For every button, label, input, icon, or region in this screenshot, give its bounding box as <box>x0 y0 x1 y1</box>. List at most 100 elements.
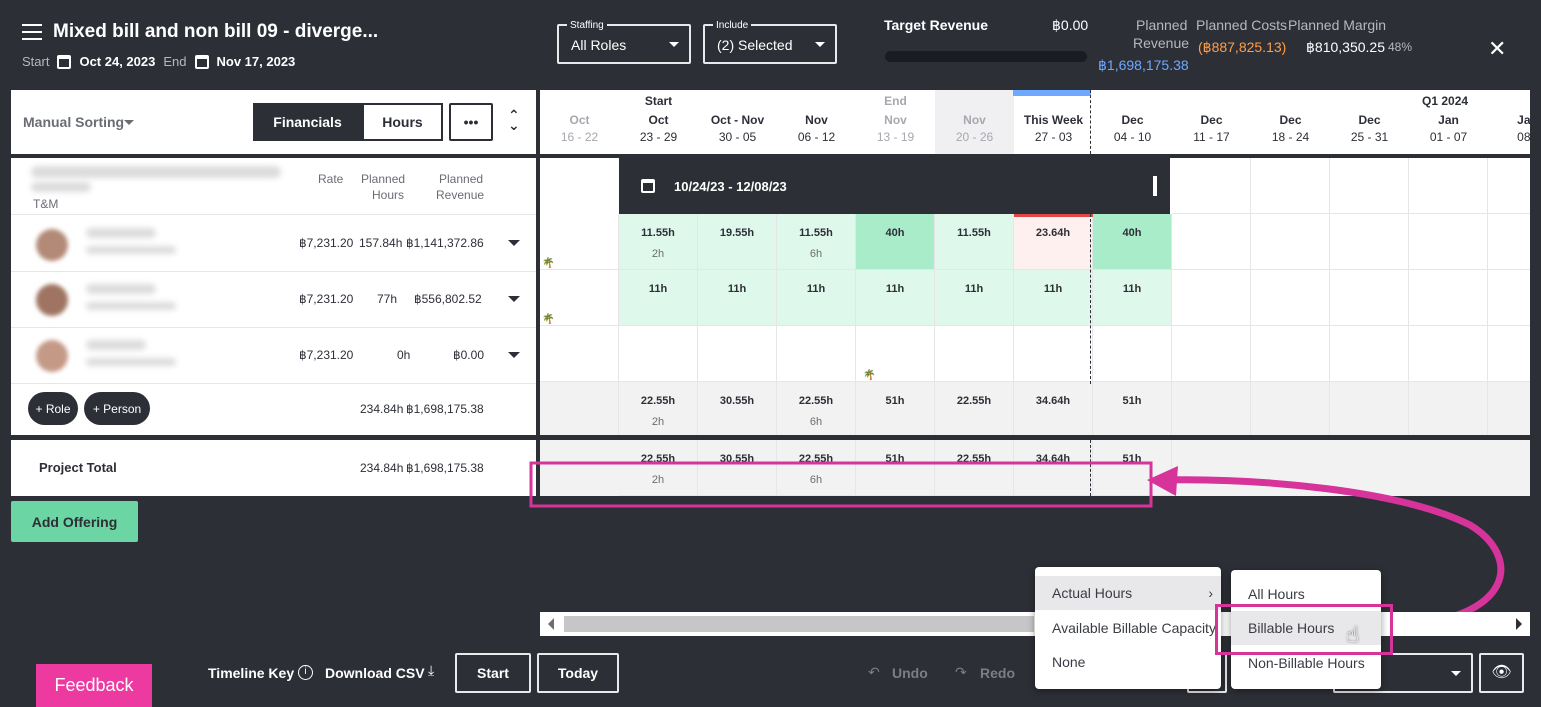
financials-toggle[interactable]: Financials <box>253 103 362 141</box>
subtotal-cell[interactable]: 22.55h <box>935 382 1014 435</box>
add-person-button[interactable]: + Person <box>84 392 150 425</box>
hours-cell[interactable]: 11h <box>698 270 777 326</box>
grid-cell[interactable] <box>1330 214 1409 270</box>
grid-cell[interactable] <box>1172 214 1251 270</box>
grid-cell[interactable] <box>1251 382 1330 435</box>
project-total-label: Project Total <box>39 460 117 475</box>
grid-cell[interactable] <box>1409 382 1488 435</box>
grid-cell[interactable] <box>1172 326 1251 382</box>
hamburger-menu-icon[interactable] <box>22 24 42 40</box>
grid-cell[interactable] <box>698 326 777 382</box>
row-rate: ฿7,231.20 <box>299 292 354 306</box>
scrollbar-thumb[interactable] <box>564 616 1034 632</box>
expand-row-icon[interactable] <box>508 352 520 358</box>
hours-cell[interactable]: 11h <box>1093 270 1172 326</box>
grid-cell[interactable] <box>1330 270 1409 326</box>
undo-button[interactable]: Undo <box>892 665 928 681</box>
grid-cell[interactable] <box>1488 382 1530 435</box>
grid-cell[interactable] <box>1093 326 1172 382</box>
grid-cell[interactable] <box>935 326 1014 382</box>
hours-cell[interactable]: 11.55h 6h <box>777 214 856 270</box>
grid-cell[interactable] <box>1330 326 1409 382</box>
grid-cell[interactable] <box>1488 158 1530 214</box>
hours-cell[interactable]: 40h <box>856 214 935 270</box>
grid-cell[interactable] <box>777 326 856 382</box>
grid-cell[interactable] <box>1488 214 1530 270</box>
subtotal-cell[interactable]: 22.55h 2h <box>619 382 698 435</box>
hours-cell[interactable]: 11.55h <box>935 214 1014 270</box>
manual-sorting-dropdown[interactable]: Manual Sorting <box>23 114 125 130</box>
grid-cell[interactable] <box>1251 270 1330 326</box>
grid-cell[interactable] <box>1172 382 1251 435</box>
grid-cell[interactable] <box>1172 158 1251 214</box>
expand-row-icon[interactable] <box>508 240 520 246</box>
grid-cell[interactable] <box>1488 270 1530 326</box>
grid-cell[interactable] <box>1409 270 1488 326</box>
redo-button[interactable]: Redo <box>980 665 1015 681</box>
hours-cell[interactable]: 19.55h <box>698 214 777 270</box>
grid-cell[interactable] <box>1251 158 1330 214</box>
grid-cell[interactable] <box>1409 326 1488 382</box>
submenu-item-non-billable-hours[interactable]: Non-Billable Hours <box>1248 655 1365 671</box>
grid-cell[interactable] <box>1409 158 1488 214</box>
download-csv-link[interactable]: Download CSV <box>325 665 425 681</box>
grid-cell[interactable] <box>1251 214 1330 270</box>
menu-item-available-billable-capacity[interactable]: Available Billable Capacity <box>1052 620 1216 636</box>
download-icon[interactable]: ⤓ <box>428 662 435 678</box>
menu-item-none[interactable]: None <box>1052 654 1086 670</box>
submenu-item-billable-hours[interactable]: Billable Hours <box>1231 611 1381 645</box>
timeline-key-link[interactable]: Timeline Key <box>208 665 295 681</box>
hide-icon[interactable]: 👁 <box>1479 653 1524 693</box>
expand-row-icon[interactable] <box>508 296 520 302</box>
add-role-button[interactable]: + Role <box>28 392 78 425</box>
hours-cell[interactable]: 40h <box>1093 214 1172 270</box>
submenu-item-all-hours[interactable]: All Hours <box>1248 586 1305 602</box>
close-icon[interactable]: ✕ <box>1488 36 1507 61</box>
drag-handle[interactable] <box>1153 176 1157 196</box>
calendar-icon[interactable] <box>57 54 72 69</box>
add-offering-button[interactable]: Add Offering <box>11 501 138 542</box>
hours-cell[interactable]: 11h <box>1014 270 1093 326</box>
hours-cell[interactable]: 23.64h <box>1014 214 1093 270</box>
hours-cell[interactable]: 11.55h 2h <box>619 214 698 270</box>
grid-cell[interactable] <box>1172 270 1251 326</box>
subtotal-cell[interactable]: 34.64h <box>1014 382 1093 435</box>
hours-cell[interactable]: 11h <box>935 270 1014 326</box>
grid-cell[interactable] <box>619 326 698 382</box>
grid-cell[interactable] <box>856 326 935 382</box>
scroll-left-icon[interactable] <box>548 618 554 630</box>
grid-cell[interactable] <box>1014 326 1093 382</box>
start-date[interactable]: Oct 24, 2023 <box>79 54 156 69</box>
collapse-icon[interactable]: ⌃ ⌄ <box>508 107 520 133</box>
today-button[interactable]: Today <box>537 653 619 693</box>
feedback-button[interactable]: Feedback <box>36 664 152 707</box>
grid-cell[interactable] <box>1409 214 1488 270</box>
subtotal-cell[interactable]: 51h <box>1093 382 1172 435</box>
menu-item-actual-hours[interactable]: Actual Hours › <box>1035 576 1221 610</box>
more-options-button[interactable]: ••• <box>449 103 493 141</box>
calendar-icon[interactable] <box>194 54 209 69</box>
scroll-right-icon[interactable] <box>1516 618 1522 630</box>
grid-cell[interactable] <box>1251 326 1330 382</box>
grid-cell[interactable] <box>1330 158 1409 214</box>
subtotal-cell[interactable]: 22.55h 6h <box>777 382 856 435</box>
grid-cell[interactable] <box>1488 326 1530 382</box>
undo-icon[interactable]: ↶ <box>868 664 880 680</box>
include-dropdown[interactable]: Include (2) Selected <box>703 20 837 64</box>
info-icon[interactable]: i <box>298 665 313 680</box>
end-date[interactable]: Nov 17, 2023 <box>216 54 296 69</box>
redo-icon[interactable]: ↷ <box>955 664 967 680</box>
subtotal-cell[interactable]: 51h <box>856 382 935 435</box>
hours-cell[interactable]: 11h <box>777 270 856 326</box>
start-button[interactable]: Start <box>455 653 531 693</box>
hours-cell[interactable]: 11h <box>619 270 698 326</box>
hours-toggle[interactable]: Hours <box>362 103 443 141</box>
subtotal-cell[interactable]: 30.55h <box>698 382 777 435</box>
grid-cell[interactable] <box>540 214 619 270</box>
grid-cell[interactable] <box>540 270 619 326</box>
grid-cell[interactable] <box>540 382 619 435</box>
staffing-dropdown[interactable]: Staffing All Roles <box>557 20 691 64</box>
hours-cell[interactable]: 11h <box>856 270 935 326</box>
grid-cell[interactable] <box>540 326 619 382</box>
grid-cell[interactable] <box>1330 382 1409 435</box>
